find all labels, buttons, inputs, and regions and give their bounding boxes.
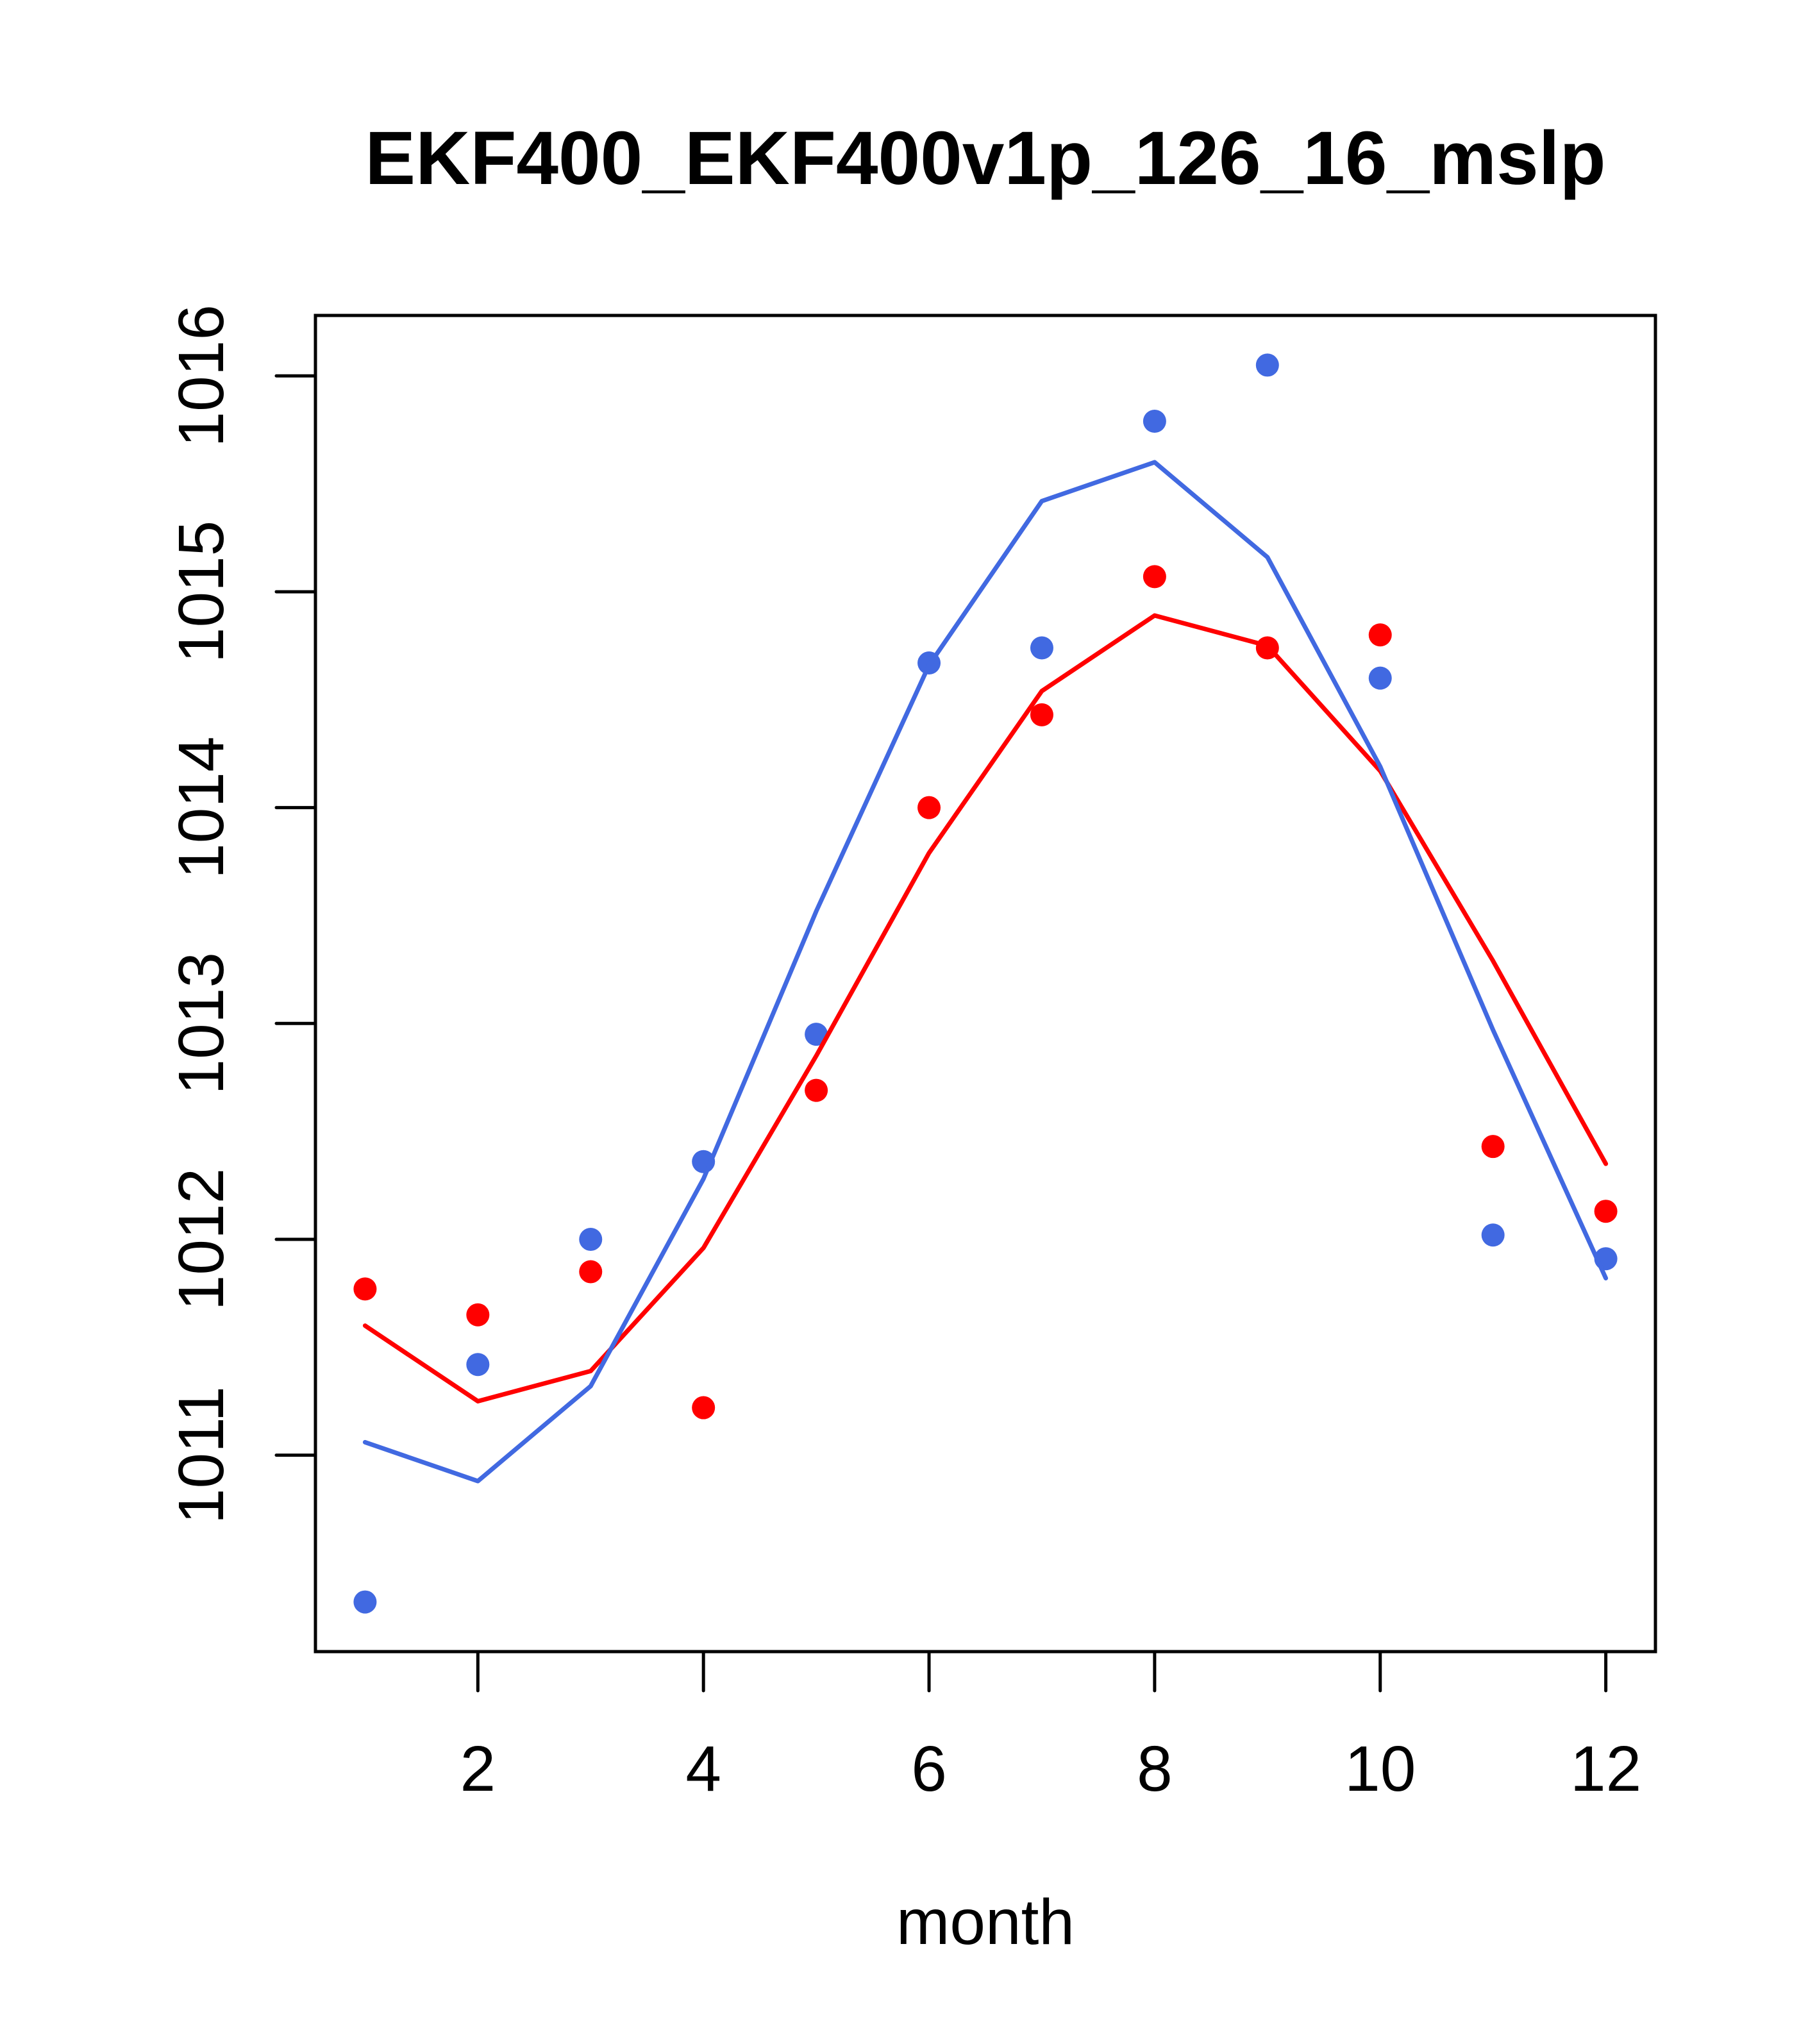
blue-point (1030, 636, 1053, 660)
x-tick-label: 6 (911, 1733, 947, 1805)
red-line-series (362, 613, 1609, 1403)
blue-point (579, 1227, 603, 1251)
red-point (1368, 623, 1392, 647)
y-tick-label: 1016 (165, 305, 237, 447)
y-tick-label: 1011 (165, 1386, 237, 1524)
red-point (1030, 703, 1053, 726)
x-axis-label: month (896, 1886, 1075, 1958)
red-point (466, 1303, 490, 1327)
y-tick-label: 1015 (165, 521, 237, 663)
series-layer (353, 353, 1618, 1614)
y-axis: 1011 1012 1013 1014 1015 1016 (165, 305, 317, 1524)
blue-line-series (362, 460, 1609, 1484)
red-point (805, 1078, 828, 1102)
y-tick-label: 1014 (165, 736, 237, 878)
blue-point (805, 1023, 828, 1046)
red-point (579, 1260, 603, 1284)
red-point (353, 1277, 377, 1301)
chart-title: EKF400_EKF400v1p_126_16_mslp (365, 116, 1605, 201)
blue-point (1368, 666, 1392, 690)
red-point (917, 796, 941, 819)
y-tick-label: 1013 (165, 952, 237, 1094)
blue-point (1255, 353, 1279, 377)
x-axis: 2 4 6 8 10 12 (365, 1650, 1641, 1805)
red-point (1143, 565, 1166, 589)
blue-point (353, 1590, 377, 1614)
blue-points-series (353, 353, 1618, 1614)
x-tick-label: 2 (460, 1733, 496, 1805)
x-tick-label: 12 (1570, 1733, 1641, 1805)
blue-point (1143, 409, 1166, 433)
blue-line (362, 460, 1609, 1484)
red-point (1481, 1135, 1505, 1159)
x-tick-label: 8 (1137, 1733, 1173, 1805)
red-point (692, 1396, 716, 1420)
blue-point (466, 1353, 490, 1377)
y-tick-label: 1012 (165, 1168, 237, 1311)
blue-point (1481, 1223, 1505, 1247)
red-point (1594, 1200, 1618, 1223)
red-line (362, 613, 1609, 1403)
x-tick-label: 10 (1344, 1733, 1416, 1805)
x-tick-label: 4 (685, 1733, 721, 1805)
